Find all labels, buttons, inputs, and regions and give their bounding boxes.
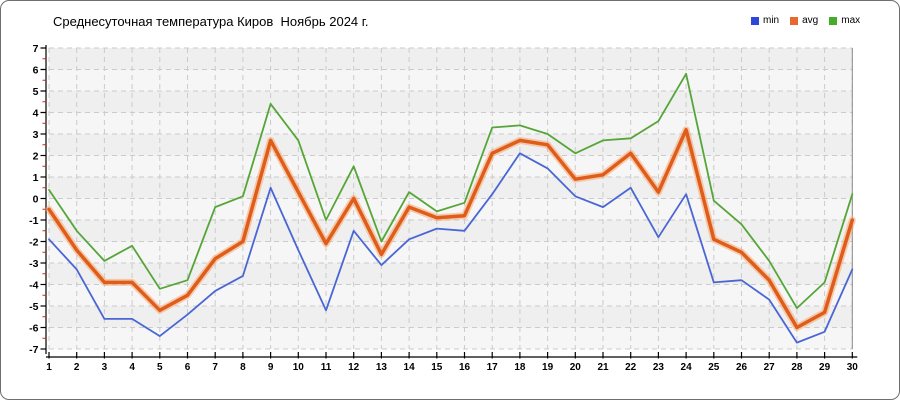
x-tick-label: 3 (102, 362, 108, 373)
x-tick-label: 26 (736, 362, 748, 373)
x-tick-label: 5 (157, 362, 163, 373)
legend-label-min: min (763, 15, 780, 26)
y-tick-label: -3 (29, 258, 38, 270)
x-tick-label: 20 (570, 362, 582, 373)
x-tick-label: 17 (487, 362, 499, 373)
y-tick-label: -4 (29, 279, 38, 291)
y-tick-label: -1 (29, 215, 38, 227)
x-tick-label: 30 (847, 362, 859, 373)
x-tick-label: 13 (376, 362, 388, 373)
y-tick-label: 7 (33, 43, 39, 55)
chart-title: Среднесуточная температура Киров Ноябрь … (53, 14, 369, 29)
x-tick-label: 16 (459, 362, 471, 373)
x-tick-label: 19 (542, 362, 554, 373)
x-tick-label: 10 (293, 362, 305, 373)
y-tick-label: 0 (33, 193, 39, 205)
y-tick-label: 3 (33, 129, 39, 141)
x-tick-label: 23 (653, 362, 665, 373)
legend-swatch-avg-icon (790, 16, 799, 25)
x-tick-label: 11 (321, 362, 332, 373)
legend-swatch-max-icon (829, 16, 838, 25)
avg-line (47, 127, 855, 330)
x-tick-label: 9 (268, 362, 274, 373)
legend-item-avg: avg (790, 15, 818, 26)
y-axis-ticks: -7 -6 -5 -4 -3 -2 -1 0 1 2 3 4 5 6 7 (29, 43, 46, 356)
y-tick-label: 5 (33, 86, 39, 98)
y-tick-label: 4 (33, 107, 39, 119)
y-tick-label: 2 (33, 150, 39, 162)
x-tick-label: 14 (404, 362, 416, 373)
y-tick-label: 1 (33, 172, 39, 184)
legend: min avg max (751, 15, 860, 26)
x-tick-label: 4 (129, 362, 135, 373)
x-tick-label: 28 (791, 362, 803, 373)
x-tick-label: 7 (212, 362, 218, 373)
legend-label-max: max (841, 15, 861, 26)
legend-label-avg: avg (802, 15, 819, 26)
x-tick-label: 27 (764, 362, 776, 373)
legend-item-max: max (829, 15, 860, 26)
max-line (48, 72, 854, 310)
x-tick-label: 25 (708, 362, 720, 373)
legend-item-min: min (751, 15, 779, 26)
x-tick-label: 21 (597, 362, 609, 373)
y-tick-label: -2 (29, 236, 38, 248)
legend-swatch-min-icon (751, 16, 759, 25)
x-axis-ticks: 1 2 3 4 5 6 7 8 9 10 11 12 13 14 15 16 17 18 19 20 21 22 23 24 2… (46, 352, 858, 373)
x-tick-label: 15 (431, 362, 443, 373)
min-line (48, 152, 854, 344)
y-tick-label: -6 (29, 322, 38, 334)
x-tick-label: 1 (46, 362, 52, 373)
x-tick-label: 22 (625, 362, 637, 373)
y-tick-label: 6 (33, 64, 39, 76)
x-tick-label: 6 (185, 362, 191, 373)
x-tick-label: 8 (240, 362, 246, 373)
x-tick-label: 2 (74, 362, 80, 373)
y-tick-label: -5 (29, 301, 38, 313)
x-tick-label: 12 (348, 362, 360, 373)
x-tick-label: 24 (681, 362, 693, 373)
x-tick-label: 29 (819, 362, 831, 373)
y-tick-label: -7 (29, 344, 38, 356)
x-tick-label: 18 (514, 362, 526, 373)
axes (45, 45, 858, 358)
